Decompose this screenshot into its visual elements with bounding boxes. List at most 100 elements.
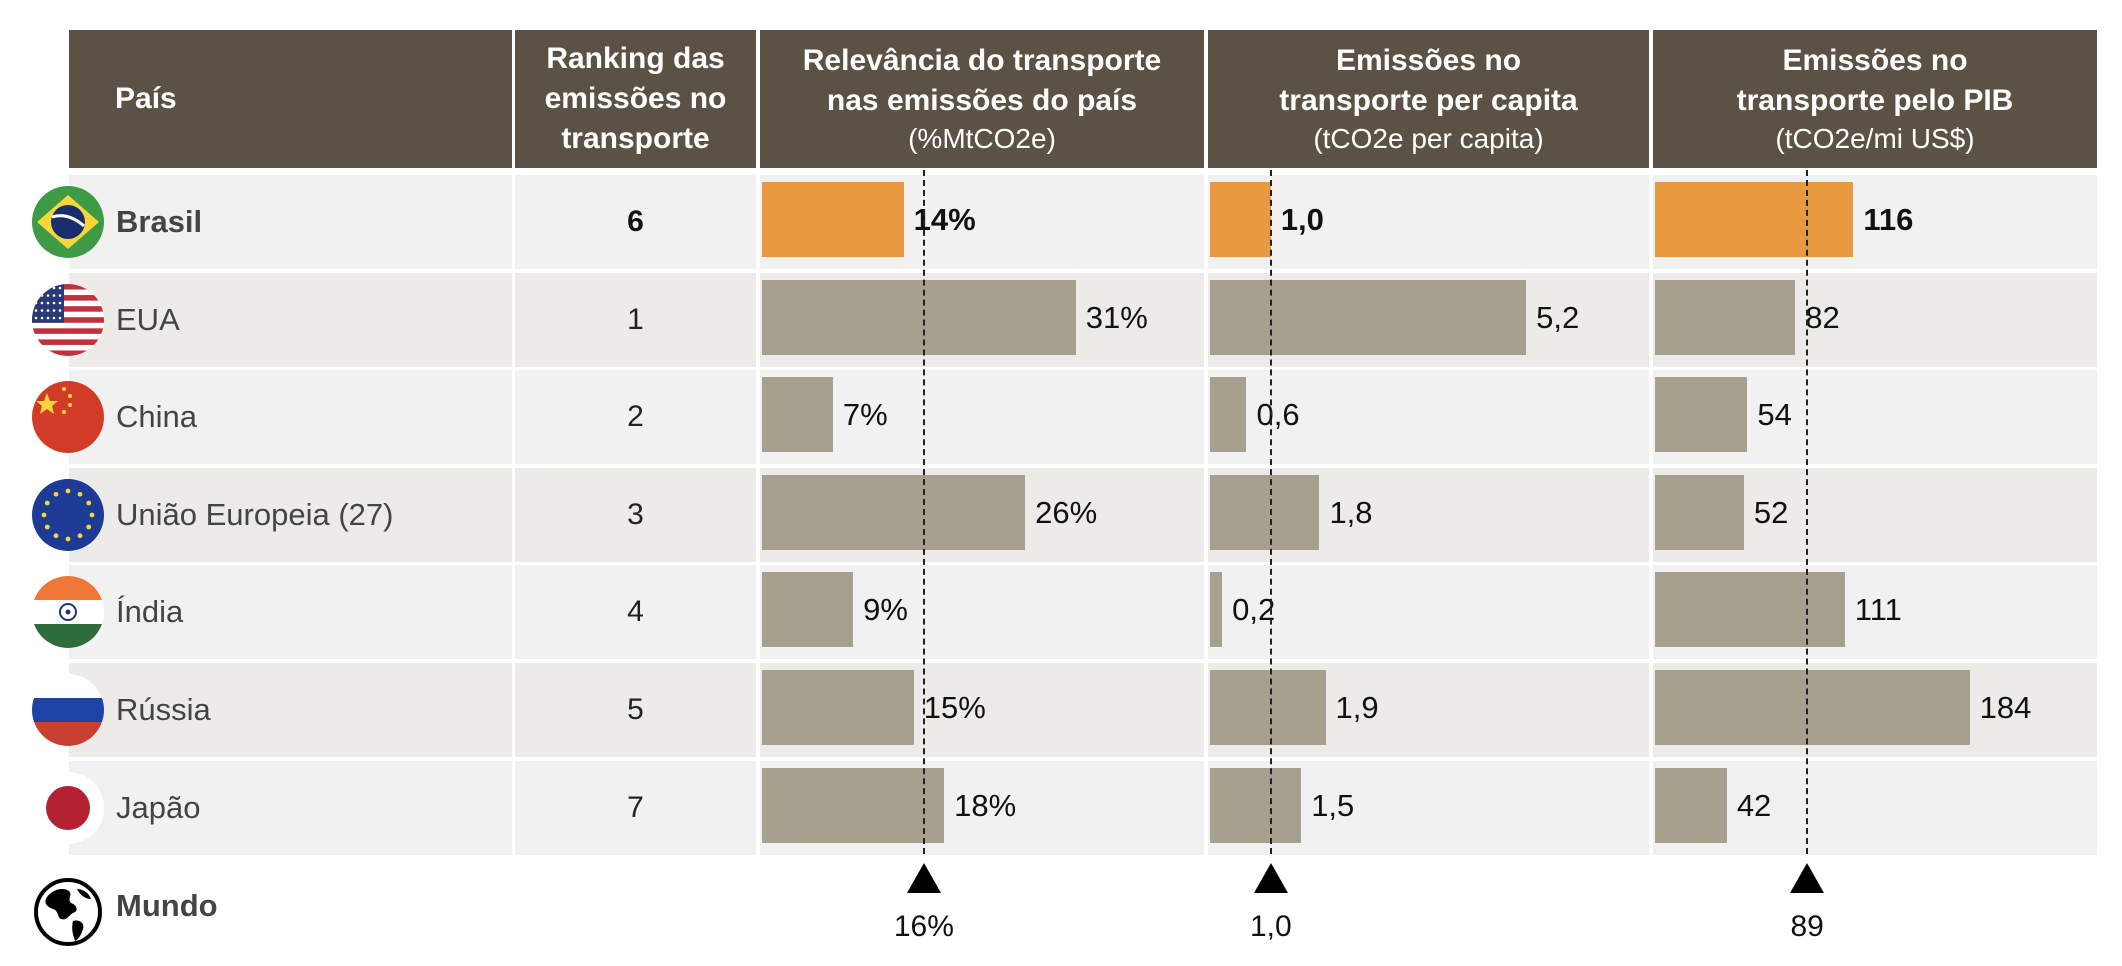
per_capita-value-label: 1,8	[1329, 495, 1373, 530]
japan-flag-icon	[32, 772, 104, 844]
header-per-capita-unit: (tCO2e per capita)	[1313, 123, 1544, 154]
triangle-marker-icon	[1790, 863, 1825, 893]
country-name: Índia	[116, 594, 184, 629]
header-relevance-title: Relevância do transporte	[802, 44, 1162, 77]
rank-value: 2	[627, 400, 644, 433]
rank-value: 6	[627, 205, 644, 238]
triangle-marker-icon	[1253, 863, 1288, 893]
header-ranking-line: transporte	[561, 122, 710, 155]
per_gdp-bar	[1655, 182, 1854, 257]
table-cell	[69, 565, 512, 659]
country-name: EUA	[116, 302, 180, 337]
table-cell	[69, 761, 512, 855]
per_capita-bar	[1210, 280, 1527, 355]
relevance-value-label: 15%	[923, 690, 986, 725]
per_capita-world-reference-line	[1269, 170, 1272, 855]
per_gdp-bar	[1655, 377, 1748, 452]
table-cell	[69, 175, 512, 269]
per_gdp-value-label: 184	[1979, 690, 2032, 725]
per_capita-value-label: 1,9	[1335, 690, 1379, 725]
table-cell	[515, 761, 756, 855]
per_capita-bar	[1210, 377, 1247, 452]
relevance-value-label: 7%	[842, 397, 888, 432]
relevance-bar	[762, 670, 914, 745]
header-relevance-title: nas emissões do país	[826, 84, 1138, 117]
world-label: Mundo	[116, 888, 218, 923]
relevance-bar	[762, 280, 1076, 355]
per_capita-value-label: 0,2	[1232, 592, 1276, 627]
per_gdp-world-value: 89	[1790, 910, 1824, 943]
table-cell	[760, 370, 1204, 464]
relevance-world-reference-line	[922, 170, 925, 855]
per_capita-bar	[1210, 182, 1271, 257]
rank-value: 3	[627, 498, 644, 531]
per_capita-value-label: 0,6	[1256, 397, 1300, 432]
header-per-gdp: Emissões no transporte pelo PIB (tCO2e/m…	[1653, 30, 2097, 168]
per_gdp-bar	[1655, 280, 1796, 355]
per_capita-bar	[1210, 475, 1320, 550]
relevance-value-label: 26%	[1035, 495, 1098, 530]
relevance-bar	[762, 572, 854, 647]
country-name: Japão	[116, 790, 201, 825]
relevance-world-value: 16%	[893, 910, 954, 943]
header-per-gdp-title: transporte pelo PIB	[1736, 84, 2014, 117]
per_capita-world-value: 1,0	[1249, 910, 1292, 943]
per_gdp-value-label: 52	[1753, 495, 1789, 530]
header-ranking-line: emissões no	[544, 82, 727, 115]
table-cell	[69, 468, 512, 562]
table-cell	[515, 565, 756, 659]
relevance-value-label: 9%	[863, 592, 908, 627]
per_gdp-bar	[1655, 475, 1744, 550]
rank-value: 7	[627, 791, 644, 824]
table-cell	[515, 663, 756, 757]
table-cell	[1208, 370, 1649, 464]
table-cell	[515, 273, 756, 367]
usa-flag-icon	[32, 284, 104, 356]
header-per-gdp-title: Emissões no	[1782, 44, 1968, 77]
per_gdp-bar	[1655, 768, 1727, 843]
per_capita-bar	[1210, 572, 1223, 647]
table-cell	[69, 273, 512, 367]
header-per-capita-title: Emissões no	[1335, 44, 1522, 77]
header-per-gdp-unit: (tCO2e/mi US$)	[1775, 123, 1975, 154]
per_capita-bar	[1210, 670, 1326, 745]
eu-flag-icon	[32, 479, 104, 551]
country-name: Brasil	[116, 204, 203, 239]
table-cell	[69, 663, 512, 757]
relevance-bar	[762, 768, 945, 843]
rank-value: 4	[627, 595, 644, 628]
relevance-bar	[762, 377, 833, 452]
table-cell	[69, 370, 512, 464]
relevance-bar	[762, 182, 904, 257]
per_gdp-world-reference-line	[1806, 170, 1809, 855]
table-cell	[1208, 565, 1649, 659]
per_capita-value-label: 1,5	[1311, 788, 1355, 823]
table-cell	[515, 370, 756, 464]
country-name: China	[116, 399, 197, 434]
header-ranking: Ranking das emissões no transporte	[515, 30, 756, 168]
table-cell	[515, 175, 756, 269]
header-relevance-unit: (%MtCO2e)	[908, 123, 1056, 154]
rank-value: 1	[627, 303, 644, 336]
country-name: União Europeia (27)	[116, 497, 394, 532]
per_gdp-value-label: 54	[1757, 397, 1792, 432]
relevance-bar	[762, 475, 1026, 550]
rank-value: 5	[627, 693, 644, 726]
relevance-value-label: 31%	[1085, 300, 1148, 335]
brazil-flag-icon	[32, 186, 104, 258]
table-cell	[1653, 761, 2097, 855]
per_gdp-bar	[1655, 572, 1845, 647]
header-ranking-line: Ranking das	[546, 42, 725, 75]
per_capita-bar	[1210, 768, 1302, 843]
per_gdp-value-label: 42	[1736, 788, 1772, 823]
per_gdp-value-label: 116	[1863, 202, 1914, 237]
china-flag-icon	[32, 381, 104, 453]
per_gdp-value-label: 82	[1805, 300, 1840, 335]
table-cell	[1208, 175, 1649, 269]
header-per-capita: Emissões no transporte per capita (tCO2e…	[1208, 30, 1649, 168]
russia-flag-icon	[32, 674, 104, 746]
header-country: País	[69, 30, 512, 168]
per_gdp-bar	[1655, 670, 1970, 745]
per_gdp-value-label: 111	[1854, 592, 1902, 627]
